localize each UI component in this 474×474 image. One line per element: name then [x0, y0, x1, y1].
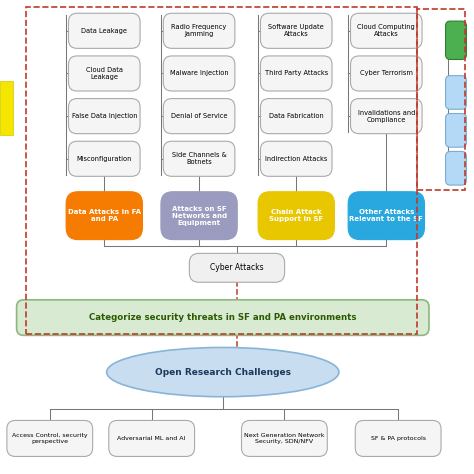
Text: Next Generation Network
Security, SDN/NFV: Next Generation Network Security, SDN/NF…: [244, 433, 325, 444]
FancyBboxPatch shape: [69, 13, 140, 48]
FancyBboxPatch shape: [261, 141, 332, 176]
Text: Cyber Attacks: Cyber Attacks: [210, 264, 264, 272]
FancyBboxPatch shape: [258, 192, 334, 240]
Text: Open Research Challenges: Open Research Challenges: [155, 368, 291, 376]
Text: Adversarial ML and AI: Adversarial ML and AI: [118, 436, 186, 441]
Text: Software Update
Attacks: Software Update Attacks: [268, 24, 324, 37]
Text: SF & PA protocols: SF & PA protocols: [371, 436, 426, 441]
Text: Attacks on SF
Networks and
Equipment: Attacks on SF Networks and Equipment: [172, 206, 227, 226]
Text: Denial of Service: Denial of Service: [171, 113, 228, 119]
FancyBboxPatch shape: [163, 99, 235, 134]
Text: Misconfiguration: Misconfiguration: [77, 156, 132, 162]
Text: Categorize security threats in SF and PA environments: Categorize security threats in SF and PA…: [89, 313, 356, 322]
Text: Third Party Attacks: Third Party Attacks: [264, 71, 328, 76]
Text: Access Control, security
perspective: Access Control, security perspective: [12, 433, 88, 444]
FancyBboxPatch shape: [7, 420, 92, 456]
FancyBboxPatch shape: [69, 99, 140, 134]
FancyBboxPatch shape: [69, 141, 140, 176]
Text: Data Fabrication: Data Fabrication: [269, 113, 324, 119]
FancyBboxPatch shape: [446, 151, 466, 185]
Ellipse shape: [107, 347, 339, 397]
FancyBboxPatch shape: [17, 300, 429, 336]
FancyBboxPatch shape: [350, 56, 422, 91]
Text: Indirection Attacks: Indirection Attacks: [265, 156, 328, 162]
FancyBboxPatch shape: [261, 99, 332, 134]
FancyBboxPatch shape: [350, 13, 422, 48]
FancyBboxPatch shape: [446, 76, 466, 109]
FancyBboxPatch shape: [348, 192, 424, 240]
Text: Radio Frequency
Jamming: Radio Frequency Jamming: [172, 24, 227, 37]
Text: Data Attacks in FA
and PA: Data Attacks in FA and PA: [68, 209, 141, 222]
Text: Cloud Computing
Attacks: Cloud Computing Attacks: [357, 24, 415, 37]
Text: Malware Injection: Malware Injection: [170, 71, 228, 76]
FancyBboxPatch shape: [66, 192, 142, 240]
Text: False Data Injection: False Data Injection: [72, 113, 137, 119]
FancyBboxPatch shape: [163, 13, 235, 48]
FancyBboxPatch shape: [163, 56, 235, 91]
FancyBboxPatch shape: [69, 56, 140, 91]
Text: Cloud Data
Leakage: Cloud Data Leakage: [86, 67, 123, 80]
Text: Other Attacks
Relevant to the SF: Other Attacks Relevant to the SF: [349, 209, 423, 222]
Text: Side Channels &
Botnets: Side Channels & Botnets: [172, 152, 227, 165]
FancyBboxPatch shape: [261, 56, 332, 91]
FancyBboxPatch shape: [261, 13, 332, 48]
FancyBboxPatch shape: [446, 114, 466, 147]
Text: Chain Attack
Support in SF: Chain Attack Support in SF: [269, 209, 323, 222]
FancyBboxPatch shape: [350, 99, 422, 134]
FancyBboxPatch shape: [109, 420, 194, 456]
Text: Invalidations and
Compliance: Invalidations and Compliance: [357, 109, 415, 123]
FancyBboxPatch shape: [0, 81, 13, 135]
FancyBboxPatch shape: [446, 21, 466, 60]
Text: Cyber Terrorism: Cyber Terrorism: [360, 71, 413, 76]
FancyBboxPatch shape: [355, 420, 441, 456]
FancyBboxPatch shape: [161, 192, 237, 240]
FancyBboxPatch shape: [189, 253, 284, 283]
Text: Data Leakage: Data Leakage: [81, 28, 128, 34]
FancyBboxPatch shape: [241, 420, 327, 456]
FancyBboxPatch shape: [163, 141, 235, 176]
